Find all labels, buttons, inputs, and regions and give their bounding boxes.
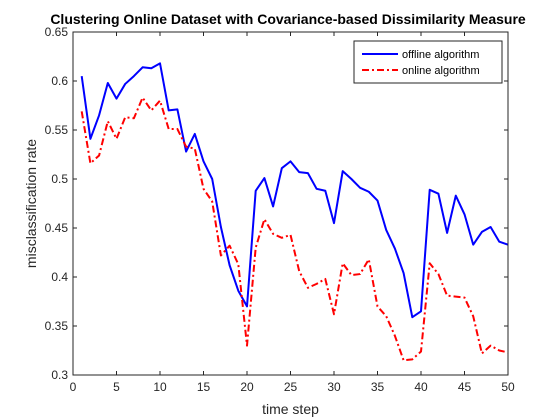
x-tick-label: 50 <box>501 380 515 394</box>
series-layer <box>80 62 509 362</box>
legend-label: offline algorithm <box>402 49 479 61</box>
x-tick-label: 35 <box>371 380 385 394</box>
series-line-offline-algorithm <box>80 62 509 319</box>
x-tick-label: 15 <box>197 380 211 394</box>
plot-area <box>73 32 508 375</box>
y-tick-label: 0.45 <box>45 221 69 235</box>
legend-box <box>353 40 503 84</box>
x-tick-label: 20 <box>240 380 254 394</box>
x-tick-label: 0 <box>70 380 77 394</box>
x-axis-label: time step <box>262 401 319 417</box>
x-tick-label: 25 <box>284 380 298 394</box>
x-tick-label: 45 <box>458 380 472 394</box>
chart-title: Clustering Online Dataset with Covarianc… <box>50 11 526 27</box>
y-tick-label: 0.5 <box>51 172 68 186</box>
series-line-online-algorithm <box>80 96 509 362</box>
x-tick-label: 30 <box>327 380 341 394</box>
x-tick-label: 5 <box>113 380 120 394</box>
y-tick-label: 0.3 <box>51 368 68 382</box>
y-tick-label: 0.35 <box>45 319 69 333</box>
x-tick-label: 10 <box>153 380 167 394</box>
x-tick-label: 40 <box>414 380 428 394</box>
y-tick-label: 0.65 <box>45 25 69 39</box>
y-tick-label: 0.4 <box>51 270 68 284</box>
legend: offline algorithm online algorithm <box>353 40 503 84</box>
x-axis: 0 5 10 15 20 25 30 35 40 45 50 <box>70 32 515 394</box>
y-axis: 0.3 0.35 0.4 0.45 0.5 0.55 0.6 0.65 <box>45 25 508 382</box>
y-axis-label: misclassification rate <box>23 139 39 268</box>
legend-label: online algorithm <box>402 65 480 77</box>
y-tick-label: 0.6 <box>51 74 68 88</box>
y-tick-label: 0.55 <box>45 123 69 137</box>
